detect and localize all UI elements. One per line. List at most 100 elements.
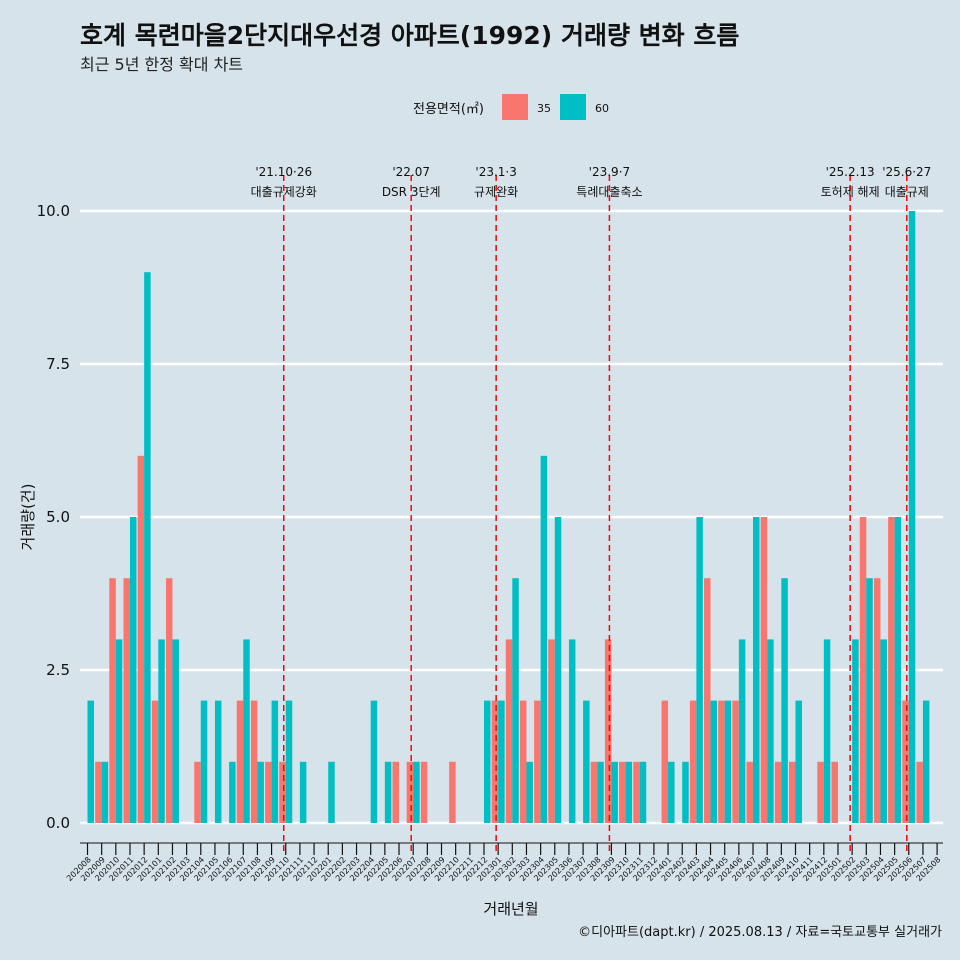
event-label: 특례대출축소	[576, 185, 642, 199]
bar-35-202206	[392, 761, 400, 823]
bar-60-202410	[795, 700, 802, 823]
event-date: '23.9·7	[589, 165, 630, 179]
y-axis-title: 거래량(건)	[19, 484, 37, 551]
bar-60-202105	[214, 700, 222, 823]
event-date: '23.1·3	[475, 165, 516, 179]
bar-60-202311	[639, 761, 647, 823]
bar-60-202409	[781, 578, 788, 823]
bar-35-202503	[859, 517, 867, 823]
bar-60-202207	[413, 761, 420, 823]
chart-title: 호계 목련마을2단지대우선경 아파트(1992) 거래량 변화 흐름	[80, 21, 739, 50]
y-axis: 0.0 2.5 5.0 7.5 10.0	[37, 202, 70, 832]
bar-35-202408	[760, 517, 768, 823]
bar-35-202401	[661, 700, 669, 823]
y-tick-label: 7.5	[46, 355, 70, 373]
legend-label-60: 60	[595, 102, 609, 115]
bar-60-202412	[823, 639, 831, 823]
bar-60-202407	[753, 517, 760, 823]
bar-35-202107	[236, 700, 244, 823]
bar-60-202403	[696, 517, 703, 823]
bar-60-202507	[922, 700, 930, 823]
bar-60-202301	[498, 700, 505, 823]
bar-35-202505	[888, 517, 895, 823]
y-tick-label: 10.0	[37, 202, 70, 220]
bar-60-202108	[257, 761, 264, 823]
bar-60-202310	[625, 761, 633, 823]
bar-60-202104	[200, 700, 208, 823]
bar-35-202208	[420, 761, 428, 823]
bar-60-202307	[583, 700, 590, 823]
bar-60-202408	[767, 639, 774, 823]
bar-35-202009	[95, 761, 102, 823]
y-tick-label: 5.0	[46, 508, 70, 526]
legend-swatch-35	[502, 94, 528, 120]
event-label: 대출규제	[885, 185, 929, 199]
bar-35-202102	[165, 578, 173, 823]
bar-35-202108	[250, 700, 258, 823]
bar-35-202406	[732, 700, 739, 823]
bar-60-202101	[158, 639, 165, 823]
bar-60-202106	[229, 761, 236, 823]
bar-35-202404	[704, 578, 711, 823]
bar-60-202502	[852, 639, 859, 823]
bar-35-202210	[449, 761, 456, 823]
bar-35-202506	[902, 700, 909, 823]
event-date: '21.10·26	[255, 165, 312, 179]
bars	[87, 211, 930, 823]
bar-60-202009	[101, 761, 109, 823]
bar-60-202308	[597, 761, 604, 823]
bar-35-202302	[505, 639, 513, 823]
bar-35-202507	[916, 761, 923, 823]
chart-subtitle: 최근 5년 한정 확대 차트	[80, 55, 243, 74]
bar-35-202207	[406, 761, 414, 823]
bar-60-202305	[554, 517, 562, 823]
event-date: '25.6·27	[882, 165, 931, 179]
legend-swatch-60	[560, 94, 586, 120]
bar-35-202305	[548, 639, 555, 823]
bar-60-202110	[285, 700, 293, 823]
x-axis-title: 거래년월	[483, 900, 538, 918]
bar-35-202104	[194, 761, 201, 823]
bar-35-202101	[151, 700, 159, 823]
bar-60-202401	[668, 761, 675, 823]
bar-35-202309	[604, 639, 612, 823]
bar-35-202301	[491, 700, 499, 823]
legend-label-35: 35	[537, 102, 551, 115]
bar-35-202501	[831, 761, 838, 823]
bar-35-202410	[789, 761, 796, 823]
event-label: 규제완화	[474, 185, 518, 199]
bar-35-202303	[519, 700, 527, 823]
bar-60-202205	[384, 761, 392, 823]
bar-60-202010	[115, 639, 123, 823]
bar-60-202505	[894, 517, 902, 823]
legend-title: 전용면적(㎡)	[413, 102, 484, 117]
bar-35-202310	[619, 761, 626, 823]
bar-35-202403	[689, 700, 697, 823]
bar-60-202204	[370, 700, 378, 823]
bar-35-202109	[265, 761, 272, 823]
bar-60-202506	[908, 211, 916, 823]
event-date: '22.07	[392, 165, 430, 179]
y-tick-label: 0.0	[46, 814, 70, 832]
bar-35-202405	[718, 700, 725, 823]
bar-35-202412	[817, 761, 824, 823]
bar-35-202110	[279, 761, 286, 823]
bar-35-202012	[137, 455, 145, 823]
bar-60-202406	[738, 639, 746, 823]
x-axis: 2020082020092020102020112020122021012021…	[65, 842, 943, 883]
bar-35-202311	[633, 761, 640, 823]
bar-35-202409	[774, 761, 782, 823]
bar-35-202504	[873, 578, 881, 823]
bar-60-202302	[512, 578, 519, 823]
bar-60-202306	[568, 639, 576, 823]
bar-35-202407	[746, 761, 754, 823]
bar-35-202308	[590, 761, 598, 823]
event-date: '25.2.13	[826, 165, 875, 179]
bar-60-202008	[87, 700, 94, 823]
bar-60-202012	[144, 272, 151, 823]
bar-60-202303	[526, 761, 533, 823]
event-label: 대출규제강화	[251, 185, 317, 199]
legend: 전용면적(㎡) 35 60	[413, 94, 609, 120]
bar-35-202011	[123, 578, 130, 823]
